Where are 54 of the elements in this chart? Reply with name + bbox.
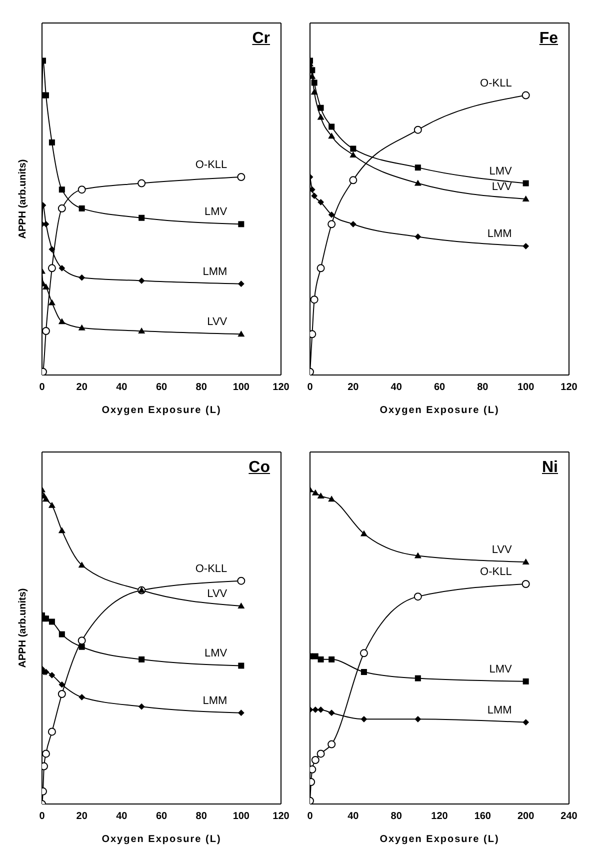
series-label: LMV <box>489 663 512 676</box>
series-label: LVV <box>492 544 512 556</box>
x-tick-label: 100 <box>517 382 535 394</box>
x-tick-label: 60 <box>156 382 168 394</box>
chart-title: Co <box>248 459 270 477</box>
series-label: LVV <box>492 181 512 193</box>
x-tick-label: 120 <box>272 382 290 394</box>
x-tick-label: 0 <box>307 382 314 394</box>
x-tick-label: 20 <box>76 811 88 822</box>
series-label: LMM <box>487 704 512 716</box>
x-axis-title: Oxygen Exposure (L) <box>102 405 222 416</box>
x-tick-label: 100 <box>232 382 250 394</box>
x-axis-title: Oxygen Exposure (L) <box>102 834 222 845</box>
x-tick-label: 100 <box>232 811 250 822</box>
x-tick-label: 160 <box>474 811 492 822</box>
y-axis-title: APPH (arb.units) <box>18 159 29 239</box>
x-tick-label: 120 <box>272 811 290 822</box>
x-tick-label: 40 <box>348 811 360 822</box>
x-axis-title: Oxygen Exposure (L) <box>380 834 500 845</box>
x-tick-label: 60 <box>434 382 446 394</box>
x-tick-label: 80 <box>390 811 402 822</box>
series-label: LMM <box>202 694 228 707</box>
x-tick-label: 40 <box>390 382 402 394</box>
x-tick-label: 0 <box>39 382 46 394</box>
x-tick-label: 80 <box>196 382 208 394</box>
x-tick-label: 80 <box>477 382 489 394</box>
series-label: LVV <box>207 316 228 328</box>
series-label: LVV <box>207 588 228 600</box>
series-label: LMV <box>204 648 228 660</box>
series-label: LMV <box>489 165 512 178</box>
series-label: LMV <box>204 206 228 218</box>
y-axis-title: APPH (arb.units) <box>18 588 29 668</box>
x-tick-label: 120 <box>431 811 448 822</box>
series-label: O-KLL <box>480 77 512 90</box>
chart-title: Ni <box>542 459 558 477</box>
x-tick-label: 0 <box>307 811 314 822</box>
series-label: LMM <box>202 266 228 278</box>
x-tick-label: 20 <box>76 382 88 394</box>
chart-title: Fe <box>539 30 558 48</box>
series-label: O-KLL <box>195 562 228 575</box>
x-tick-label: 40 <box>116 811 128 822</box>
series-label: LMM <box>487 228 512 240</box>
x-tick-label: 240 <box>560 811 578 822</box>
chart-title: Cr <box>252 30 270 48</box>
x-tick-label: 80 <box>196 811 208 822</box>
x-tick-label: 40 <box>116 382 128 394</box>
series-label: O-KLL <box>195 159 228 171</box>
x-tick-label: 200 <box>517 811 535 822</box>
x-axis-title: Oxygen Exposure (L) <box>380 405 500 416</box>
series-label: O-KLL <box>480 566 512 578</box>
x-tick-label: 120 <box>560 382 578 394</box>
x-tick-label: 20 <box>348 382 360 394</box>
x-tick-label: 60 <box>156 811 168 822</box>
x-tick-label: 0 <box>39 811 46 822</box>
